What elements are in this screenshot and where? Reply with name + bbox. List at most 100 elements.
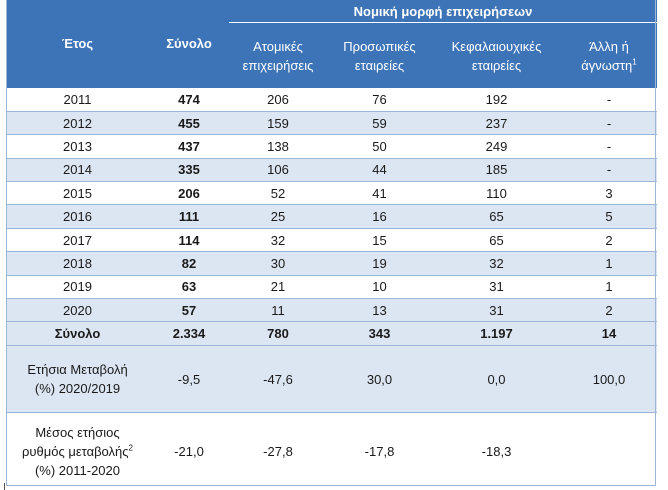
- table-header: Έτος Σύνολο Νομική μορφή επιχειρήσεων Ατ…: [6, 0, 657, 88]
- footnote-marker-2: 2: [128, 443, 133, 453]
- avg-change-label-line3: (%) 2011-2020: [34, 462, 121, 478]
- cell-partnerships: 13: [327, 298, 432, 322]
- cell-other: 2: [561, 298, 657, 322]
- cell-year: 2016: [6, 204, 149, 229]
- cell-total: 114: [178, 232, 200, 248]
- cell-capital: 32: [432, 251, 561, 276]
- cell-year: 2012: [6, 111, 149, 135]
- cell-capital: 185: [432, 158, 561, 182]
- header-partnerships: Προσωπικές εταιρείες: [327, 22, 432, 88]
- cell-total: 111: [149, 204, 229, 229]
- header-capital: Κεφαλαιουχικές εταιρείες: [432, 22, 561, 88]
- cell-individual: 32: [270, 232, 286, 248]
- cell-capital: 31: [489, 279, 504, 295]
- avg-change-partnerships: -17,8: [364, 443, 395, 459]
- cell-individual: 25: [229, 204, 327, 229]
- totals-individual: 780: [229, 321, 327, 346]
- totals-label: Σύνολο: [6, 321, 149, 346]
- cell-partnerships: 19: [327, 251, 432, 276]
- cell-total: 474: [178, 91, 200, 107]
- table-row: 2018 82 30 19 32 1: [6, 251, 657, 276]
- header-legal-form-group: Νομική μορφή επιχειρήσεων: [229, 0, 657, 23]
- header-individual: Ατομικές επιχειρήσεις: [229, 22, 327, 88]
- cell-individual: 30: [229, 251, 327, 276]
- cell-year: 2014: [6, 158, 149, 182]
- cell-partnerships: 41: [372, 185, 387, 201]
- cell-total: 206: [178, 185, 200, 201]
- cell-individual: 52: [270, 185, 286, 201]
- cell-year: 2015: [63, 185, 92, 201]
- header-capital-label: Κεφαλαιουχικές εταιρείες: [451, 38, 542, 73]
- legal-form-table: Έτος Σύνολο Νομική μορφή επιχειρήσεων Ατ…: [6, 0, 657, 489]
- table-row: 2012 455 159 59 237-: [6, 111, 657, 135]
- avg-change-label-line2: ρυθμός μεταβολής: [22, 443, 129, 459]
- cell-partnerships: 44: [327, 158, 432, 182]
- cell-capital: 31: [432, 298, 561, 322]
- cell-capital: 65: [432, 204, 561, 229]
- annual-change-partnerships: 30,0: [327, 345, 432, 413]
- avg-change-capital: -18,3: [481, 443, 512, 459]
- cell-partnerships: 10: [372, 279, 387, 295]
- header-year: Έτος: [6, 0, 149, 88]
- cell-other: -: [606, 91, 612, 107]
- cell-other: -: [561, 158, 657, 182]
- cell-other: 5: [561, 204, 657, 229]
- cell-year: 2019: [63, 279, 92, 295]
- avg-change-label: Μέσος ετήσιος ρυθμός μεταβολής2 (%) 2011-2…: [6, 413, 149, 489]
- cell-partnerships: 50: [372, 138, 387, 154]
- table-row: 2019 63 21 10 31 1: [6, 275, 657, 299]
- annual-change-other: 100,0: [561, 345, 657, 413]
- avg-change-other: [561, 413, 657, 489]
- annual-change-capital: 0,0: [432, 345, 561, 413]
- totals-total: 2.334: [149, 321, 229, 346]
- cell-individual: 138: [267, 138, 289, 154]
- cell-total: 437: [178, 138, 200, 154]
- cell-other: 3: [605, 185, 613, 201]
- cell-total: 335: [149, 158, 229, 182]
- table-row: 2017 114 32 15 65 2: [6, 228, 657, 252]
- cell-capital: 249: [485, 138, 508, 154]
- cell-total: 63: [181, 279, 197, 295]
- header-individual-label: Ατομικές επιχειρήσεις: [242, 38, 314, 73]
- cell-individual: 11: [229, 298, 327, 322]
- cell-other: -: [561, 111, 657, 135]
- avg-change-total: -21,0: [174, 443, 204, 459]
- totals-other: 14: [561, 321, 657, 346]
- annual-change-label: Ετήσια Μεταβολή (%) 2020/2019: [6, 345, 149, 413]
- cell-year: 2017: [63, 232, 92, 248]
- cell-total: 455: [149, 111, 229, 135]
- cell-other: 1: [605, 279, 613, 295]
- table-row: 2013 437 138 50 249 -: [6, 135, 657, 159]
- cell-year: 2011: [63, 91, 92, 107]
- cell-individual: 106: [229, 158, 327, 182]
- cell-partnerships: 59: [327, 111, 432, 135]
- cell-partnerships: 76: [372, 91, 387, 107]
- cell-other: 2: [605, 232, 613, 248]
- cell-total: 57: [149, 298, 229, 322]
- cell-year: 2013: [63, 138, 92, 154]
- cell-partnerships: 16: [327, 204, 432, 229]
- page-edge-mark: [4, 483, 5, 490]
- header-partnerships-label: Προσωπικές εταιρείες: [343, 38, 416, 73]
- header-total: Σύνολο: [149, 0, 229, 88]
- totals-row: Σύνολο 2.334 780 343 1.197 14: [6, 321, 657, 346]
- table-row: 2011 474 206 76 192 -: [6, 88, 657, 112]
- totals-partnerships: 343: [327, 321, 432, 346]
- cell-capital: 192: [485, 91, 508, 107]
- cell-year: 2020: [6, 298, 149, 322]
- cell-other: 1: [561, 251, 657, 276]
- table-row: 2020 57 11 13 31 2: [6, 298, 657, 322]
- avg-change-individual: -27,8: [263, 443, 293, 459]
- cell-capital: 65: [489, 232, 504, 248]
- annual-change-individual: -47,6: [229, 345, 327, 413]
- avg-change-row: Μέσος ετήσιος ρυθμός μεταβολής2 (%) 2011-2…: [6, 413, 657, 489]
- avg-change-label-line1: Μέσος ετήσιος: [35, 424, 120, 440]
- annual-change-label-line1: Ετήσια Μεταβολή: [27, 362, 128, 378]
- cell-capital: 110: [486, 185, 507, 201]
- table-row: 2015 206 52 41 110 3: [6, 182, 657, 205]
- cell-total: 82: [149, 251, 229, 276]
- cell-other: -: [606, 138, 612, 154]
- cell-individual: 159: [229, 111, 327, 135]
- table-body: 2011 474 206 76 192- 2012 455 159 59 237- 2013 43…: [6, 88, 657, 489]
- table-row: 2014 335 106 44 185-: [6, 158, 657, 182]
